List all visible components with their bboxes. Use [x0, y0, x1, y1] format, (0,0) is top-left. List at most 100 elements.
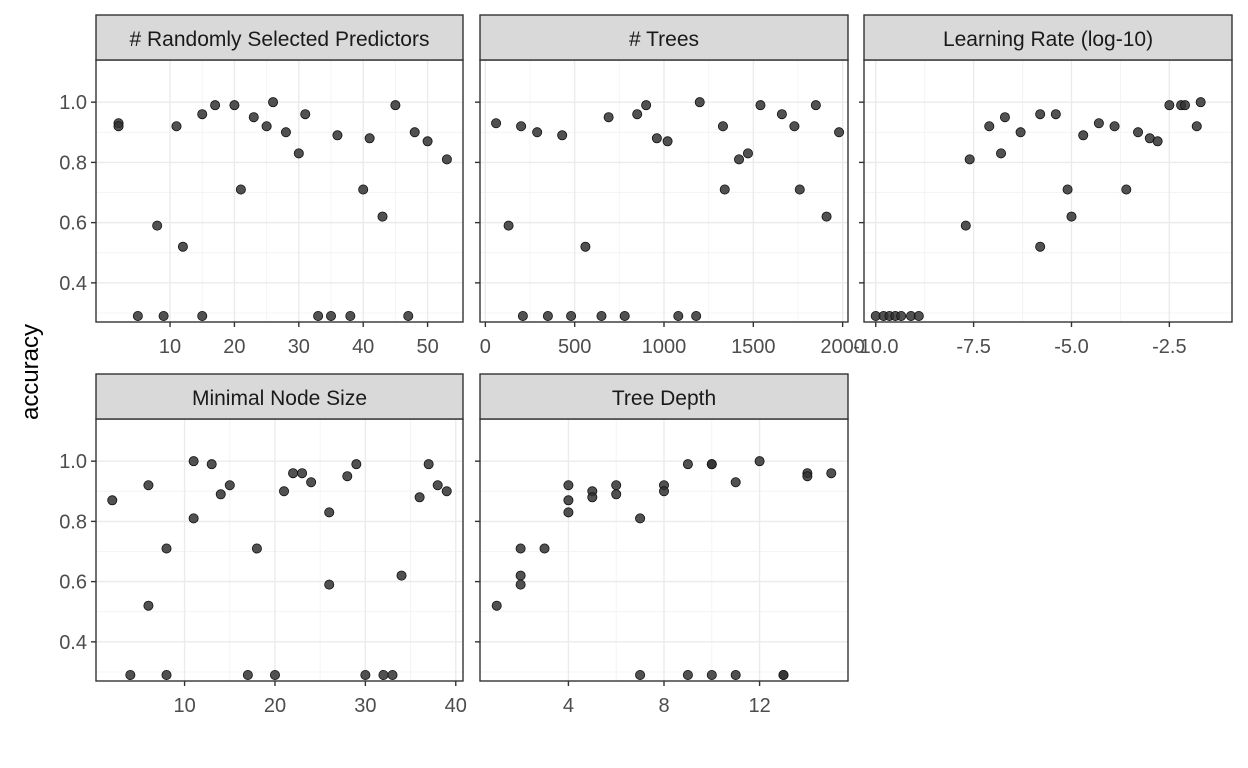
data-point	[441, 486, 452, 497]
data-point	[794, 184, 805, 195]
data-point	[563, 507, 574, 518]
data-point	[516, 121, 527, 132]
data-point	[1015, 127, 1026, 138]
facet-strip	[479, 373, 849, 420]
data-point	[229, 100, 240, 111]
data-point	[778, 669, 789, 680]
data-point	[297, 468, 308, 479]
facet-panel: # Trees 0 500 1000 1500 2000	[475, 14, 865, 358]
data-point	[515, 543, 526, 554]
data-point	[107, 495, 118, 506]
facet-panel: Minimal Node Size 0.4 0.6 0.8 1.0 10 20 30 40	[59, 373, 467, 717]
data-point	[1062, 184, 1073, 195]
y-tick-label: 0.4	[59, 632, 87, 654]
data-point	[706, 459, 717, 470]
data-point	[802, 471, 813, 482]
data-point	[1093, 118, 1104, 129]
data-point	[269, 669, 280, 680]
data-point	[1078, 130, 1089, 141]
x-tick-label: 20	[264, 695, 286, 717]
data-point	[730, 669, 741, 680]
data-point	[776, 109, 787, 120]
data-point	[414, 492, 425, 503]
data-point	[651, 133, 662, 144]
data-point	[717, 121, 728, 132]
data-point	[288, 468, 299, 479]
data-point	[390, 100, 401, 111]
data-point	[235, 184, 246, 195]
x-tick-label: -7.5	[956, 336, 990, 358]
x-tick-label: 500	[558, 336, 591, 358]
x-tick-label: 20	[223, 336, 245, 358]
data-point	[377, 211, 388, 222]
data-point	[387, 669, 398, 680]
data-point	[596, 310, 607, 321]
data-point	[1109, 121, 1120, 132]
data-point	[409, 127, 420, 138]
data-point	[517, 310, 528, 321]
x-tick-label: 10	[159, 336, 181, 358]
x-tick-label: 40	[352, 336, 374, 358]
facet-strip	[863, 14, 1233, 61]
data-point	[632, 109, 643, 120]
data-point	[611, 489, 622, 500]
data-point	[996, 148, 1007, 159]
data-point	[268, 97, 279, 108]
x-tick-label: 2000	[820, 336, 865, 358]
data-point	[563, 480, 574, 491]
data-point	[177, 241, 188, 252]
data-point	[113, 121, 124, 132]
x-tick-label: 8	[658, 695, 669, 717]
facet-panel: Tree Depth 4 8 12	[475, 373, 849, 717]
data-point	[152, 220, 163, 231]
data-point	[694, 97, 705, 108]
data-point	[206, 459, 217, 470]
data-point	[566, 310, 577, 321]
data-point	[248, 112, 259, 123]
data-point	[403, 310, 414, 321]
data-point	[557, 130, 568, 141]
x-tick-label: 4	[563, 695, 574, 717]
data-point	[432, 480, 443, 491]
data-point	[360, 669, 371, 680]
y-axis-title: accuracy	[17, 324, 44, 420]
facet-panel: # Randomly Selected Predictors 0.4 0.6 0.8 1…	[59, 14, 464, 358]
data-point	[611, 480, 622, 491]
data-point	[515, 579, 526, 590]
x-tick-label: 1000	[642, 336, 687, 358]
facet-strip-label: Tree Depth	[612, 387, 716, 410]
data-point	[188, 456, 199, 467]
x-tick-label: -2.5	[1152, 336, 1186, 358]
facet-strip-label: # Randomly Selected Predictors	[130, 28, 430, 51]
data-point	[503, 220, 514, 231]
facet-strip	[479, 14, 849, 61]
data-point	[1133, 127, 1144, 138]
data-point	[999, 112, 1010, 123]
x-tick-label: -10.0	[853, 336, 899, 358]
data-point	[342, 471, 353, 482]
data-point	[542, 310, 553, 321]
data-point	[730, 477, 741, 488]
data-point	[345, 310, 356, 321]
data-point	[378, 669, 389, 680]
data-point	[635, 513, 646, 524]
data-point	[364, 133, 375, 144]
data-point	[143, 600, 154, 611]
data-point	[293, 148, 304, 159]
data-point	[826, 468, 837, 479]
y-tick-label: 1.0	[59, 451, 87, 473]
data-point	[158, 310, 169, 321]
data-point	[324, 579, 335, 590]
data-point	[691, 310, 702, 321]
data-point	[641, 100, 652, 111]
data-point	[719, 184, 730, 195]
x-tick-label: 0	[480, 336, 491, 358]
facet-strip-label: Learning Rate (log-10)	[943, 28, 1153, 51]
data-point	[896, 310, 907, 321]
data-point	[659, 486, 670, 497]
data-point	[913, 310, 924, 321]
data-point	[755, 100, 766, 111]
data-point	[810, 100, 821, 111]
x-tick-label: 50	[416, 336, 438, 358]
